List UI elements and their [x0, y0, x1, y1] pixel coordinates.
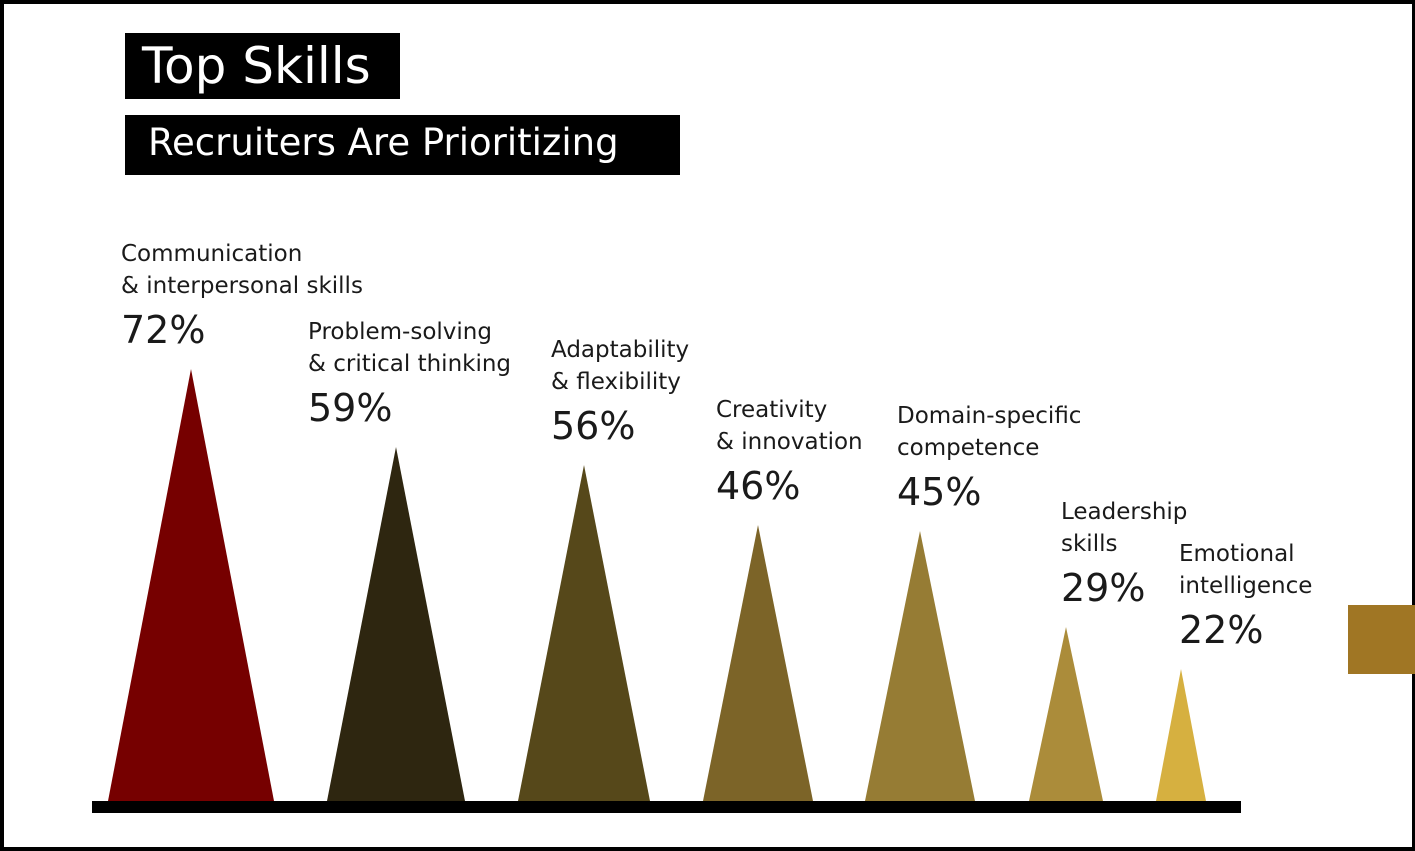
value-label-6: 29%: [1061, 566, 1145, 610]
bar-3: [518, 465, 650, 801]
category-label-7-line-2: intelligence: [1179, 573, 1312, 599]
category-label-1-line-2: & interpersonal skills: [121, 273, 363, 299]
bar-1: [108, 369, 274, 801]
bar-5: [865, 531, 975, 801]
category-label-2-line-2: & critical thinking: [308, 351, 511, 377]
category-label-1-line-1: Communication: [121, 241, 302, 267]
category-label-5-line-2: competence: [897, 435, 1039, 461]
category-label-7-line-1: Emotional: [1179, 541, 1295, 567]
value-label-7: 22%: [1179, 608, 1263, 652]
value-label-1: 72%: [121, 308, 205, 352]
bar-2: [327, 447, 465, 801]
bar-7: [1156, 669, 1206, 801]
category-label-6-line-2: skills: [1061, 531, 1117, 557]
value-label-2: 59%: [308, 386, 392, 430]
category-label-2-line-1: Problem-solving: [308, 319, 492, 345]
value-label-5: 45%: [897, 470, 981, 514]
value-label-3: 56%: [551, 404, 635, 448]
category-label-4-line-2: & innovation: [716, 429, 863, 455]
category-label-6-line-1: Leadership: [1061, 499, 1187, 525]
chart-marks: Communication & interpersonal skills 72% Pr…: [108, 241, 1312, 801]
category-label-5-line-1: Domain-specific: [897, 403, 1081, 429]
value-label-4: 46%: [716, 464, 800, 508]
chart-title: Top Skills: [125, 33, 400, 99]
baseline: [92, 801, 1241, 813]
category-label-3-line-1: Adaptability: [551, 337, 689, 363]
chart-subtitle: Recruiters Are Prioritizing: [125, 115, 680, 175]
category-label-4-line-1: Creativity: [716, 397, 827, 423]
accent-block: [1348, 605, 1415, 674]
category-label-3-line-2: & flexibility: [551, 369, 681, 395]
bar-6: [1029, 627, 1103, 801]
bar-4: [703, 525, 813, 801]
